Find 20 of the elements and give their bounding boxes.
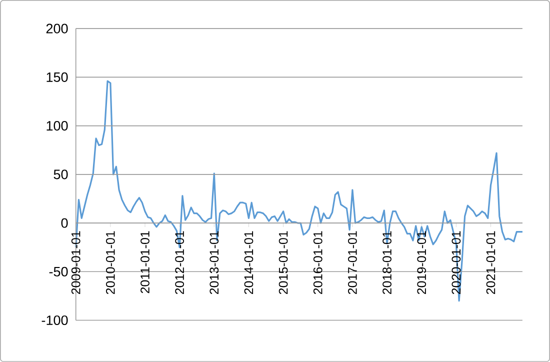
- x-tick-label: 2019-01-01: [417, 231, 426, 294]
- x-tick-label: 2018-01-01: [382, 231, 392, 294]
- x-tick-label: 2010-01-01: [106, 231, 115, 294]
- x-tick-label: 2017-01-01: [348, 231, 357, 294]
- y-tick-label: 0: [61, 218, 68, 228]
- x-tick-label: 2015-01-01: [278, 231, 288, 294]
- y-tick-label: -100: [42, 316, 68, 326]
- y-tick-label: 50: [54, 170, 68, 180]
- y-tick-label: 150: [46, 72, 68, 82]
- x-tick-label: 2011-01-01: [140, 231, 150, 294]
- x-tick-label: 2013-01-01: [210, 231, 219, 294]
- x-tick-label: 2014-01-01: [244, 231, 254, 294]
- y-tick-label: 200: [46, 24, 68, 34]
- x-tick-label: 2020-01-01: [452, 231, 461, 294]
- x-tick-label: 2021-01-01: [486, 231, 496, 294]
- x-tick-label: 2009-01-01: [71, 231, 80, 294]
- x-tick-label: 2012-01-01: [175, 231, 184, 294]
- y-tick-label: -50: [49, 266, 68, 276]
- x-tick-label: 2016-01-01: [313, 231, 322, 294]
- y-tick-label: 100: [46, 121, 68, 131]
